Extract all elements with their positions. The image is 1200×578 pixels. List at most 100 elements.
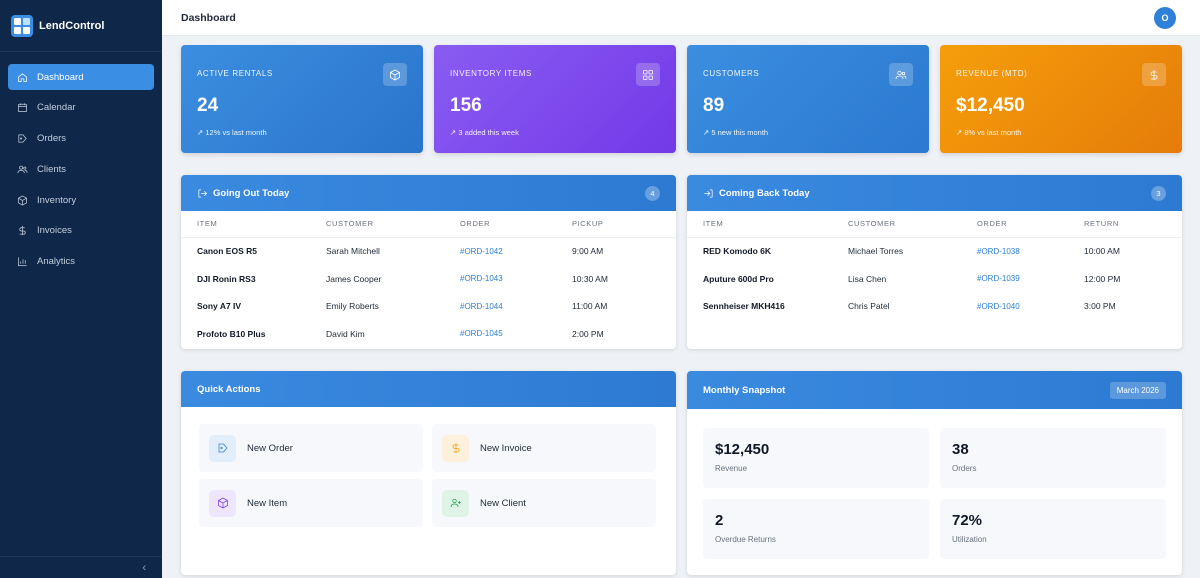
snapshot-value: 2 (715, 512, 724, 529)
log-in-icon (704, 188, 713, 198)
stat-value: 89 (703, 95, 725, 116)
dollar-icon (1142, 63, 1166, 86)
panel-header: Monthly Snapshot March 2026 (687, 371, 1182, 409)
stat-value: 156 (450, 95, 482, 116)
monthly-snapshot-panel: Monthly Snapshot March 2026 $12,450 Reve… (687, 371, 1182, 575)
stat-card-customers[interactable]: Customers 89 ↗ 5 new this month (687, 45, 929, 153)
collapse-sidebar-icon[interactable]: ‹ (142, 561, 146, 574)
snapshot-value: 38 (952, 441, 969, 458)
customer-cell: Chris Patel (848, 301, 890, 312)
order-link[interactable]: #ORD-1039 (977, 274, 1020, 284)
new-item-button[interactable]: New Item (199, 479, 423, 527)
panel-title: Going Out Today (213, 187, 290, 199)
snapshot-label: Orders (952, 464, 977, 473)
sidebar-item-dashboard[interactable]: Dashboard (8, 64, 154, 90)
count-badge: 4 (645, 185, 660, 201)
new-order-button[interactable]: New Order (199, 424, 423, 472)
stat-trend: ↗ 8% vs last month (956, 128, 1022, 137)
table-row[interactable]: Profoto B10 Plus David Kim #ORD-1045 2:0… (181, 320, 676, 348)
sidebar-footer: ‹ (0, 556, 162, 578)
customer-cell: Emily Roberts (326, 301, 379, 312)
table-row[interactable]: Sennheiser MKH416 Chris Patel #ORD-1040 … (687, 292, 1182, 320)
customer-cell: David Kim (326, 328, 365, 339)
sidebar-item-analytics[interactable]: Analytics (8, 249, 154, 275)
stat-trend: ↗ 12% vs last month (197, 128, 267, 137)
item-cell: DJI Ronin RS3 (197, 273, 256, 284)
column-header: Customer (326, 211, 460, 238)
stat-trend-text: 12% vs last month (205, 128, 267, 137)
item-cell: RED Komodo 6K (703, 246, 771, 257)
stat-trend-text: 8% vs last month (964, 128, 1022, 137)
sidebar-item-label: Analytics (37, 256, 76, 268)
order-link[interactable]: #ORD-1040 (977, 301, 1020, 311)
brand[interactable]: LendControl (0, 0, 162, 52)
column-header: Order (460, 211, 572, 238)
grid-icon (636, 63, 660, 86)
order-link[interactable]: #ORD-1038 (977, 246, 1020, 256)
dollar-icon (442, 434, 469, 462)
table-row[interactable]: Canon EOS R5 Sarah Mitchell #ORD-1042 9:… (181, 237, 676, 265)
logo-icon (11, 14, 33, 37)
period-badge[interactable]: March 2026 (1109, 381, 1166, 399)
table-row[interactable]: DJI Ronin RS3 James Cooper #ORD-1043 10:… (181, 265, 676, 293)
column-header: Item (687, 211, 848, 238)
item-cell: Profoto B10 Plus (197, 328, 266, 339)
stat-value: $12,450 (956, 95, 1025, 116)
stat-trend-text: 3 added this week (458, 128, 519, 137)
panel-header: Quick Actions (181, 371, 676, 407)
panel-title: Coming Back Today (719, 187, 810, 199)
stat-card-active-rentals[interactable]: Active Rentals 24 ↗ 12% vs last month (181, 45, 423, 153)
calendar-icon (18, 103, 27, 113)
dollar-icon (19, 226, 26, 236)
stat-card-inventory-items[interactable]: Inventory Items 156 ↗ 3 added this week (434, 45, 676, 153)
stat-card-revenue[interactable]: Revenue (MTD) $12,450 ↗ 8% vs last month (940, 45, 1182, 153)
box-icon (383, 63, 407, 86)
sidebar-item-calendar[interactable]: Calendar (8, 95, 154, 121)
bar-chart-icon (18, 257, 27, 267)
panel-title: Quick Actions (197, 383, 261, 395)
panel-title: Monthly Snapshot (703, 384, 786, 396)
page-title: Dashboard (181, 11, 236, 24)
time-cell: 3:00 PM (1084, 301, 1116, 312)
top-header: Dashboard O (162, 0, 1200, 36)
new-client-button[interactable]: New Client (432, 479, 656, 527)
order-link[interactable]: #ORD-1045 (460, 329, 503, 339)
item-cell: Canon EOS R5 (197, 246, 257, 257)
order-link[interactable]: #ORD-1042 (460, 246, 503, 256)
sidebar-item-inventory[interactable]: Inventory (8, 187, 154, 213)
count-badge: 3 (1151, 185, 1166, 201)
sidebar-item-label: Inventory (37, 194, 77, 206)
quick-action-label: New Item (247, 497, 288, 509)
tag-icon (209, 434, 236, 462)
column-header: Pickup (572, 211, 676, 238)
order-link[interactable]: #ORD-1044 (460, 301, 503, 311)
table-row[interactable]: Sony A7 IV Emily Roberts #ORD-1044 11:00… (181, 292, 676, 320)
quick-action-label: New Invoice (480, 442, 532, 454)
user-plus-icon (442, 489, 469, 517)
time-cell: 10:00 AM (1084, 246, 1120, 257)
quick-actions-panel: Quick Actions New Order New Invoice New … (181, 371, 676, 575)
sidebar-item-label: Calendar (37, 102, 76, 114)
sidebar-item-invoices[interactable]: Invoices (8, 218, 154, 244)
sidebar-item-label: Dashboard (37, 71, 84, 83)
sidebar-item-clients[interactable]: Clients (8, 156, 154, 182)
item-cell: Aputure 600d Pro (703, 273, 774, 284)
table-row[interactable]: RED Komodo 6K Michael Torres #ORD-1038 1… (687, 237, 1182, 265)
snapshot-label: Utilization (952, 535, 987, 544)
new-invoice-button[interactable]: New Invoice (432, 424, 656, 472)
column-header: Return (1084, 211, 1182, 238)
panel-header: Going Out Today 4 (181, 175, 676, 211)
order-link[interactable]: #ORD-1043 (460, 274, 503, 284)
coming-back-table: Item Customer Order Return RED Komodo 6K… (687, 211, 1182, 320)
coming-back-panel: Coming Back Today 3 Item Customer Order … (687, 175, 1182, 349)
box-icon (18, 195, 27, 206)
tag-icon (18, 134, 27, 143)
table-row[interactable]: Aputure 600d Pro Lisa Chen #ORD-1039 12:… (687, 265, 1182, 293)
customer-cell: Lisa Chen (848, 273, 887, 284)
avatar[interactable]: O (1154, 6, 1176, 29)
stat-trend: ↗ 5 new this month (703, 128, 769, 137)
time-cell: 2:00 PM (572, 328, 604, 339)
sidebar-item-orders[interactable]: Orders (8, 126, 154, 152)
stat-label: Customers (703, 69, 760, 78)
customer-cell: Sarah Mitchell (326, 246, 380, 257)
